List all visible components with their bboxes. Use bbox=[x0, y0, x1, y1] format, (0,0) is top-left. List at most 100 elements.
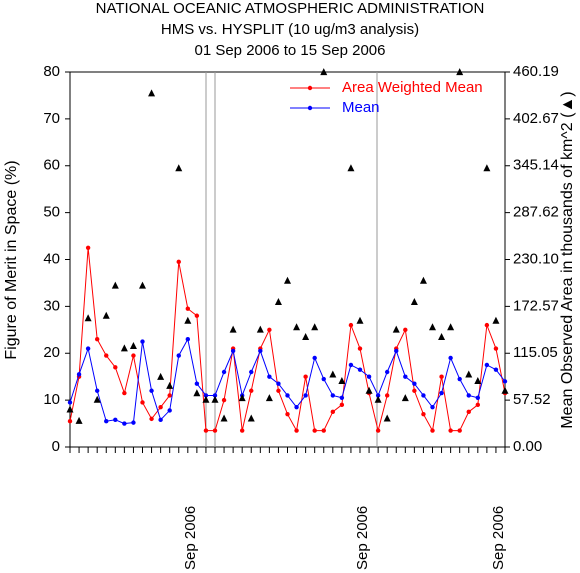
point bbox=[67, 400, 73, 405]
point bbox=[375, 393, 381, 398]
point bbox=[493, 346, 499, 351]
point bbox=[294, 404, 299, 410]
point bbox=[466, 393, 471, 398]
y-tick-label: 60 bbox=[43, 157, 60, 174]
point bbox=[303, 393, 308, 398]
point bbox=[113, 417, 118, 423]
triangle-marker bbox=[84, 314, 92, 322]
point bbox=[194, 313, 200, 318]
triangle-marker bbox=[166, 381, 174, 389]
point bbox=[294, 428, 299, 433]
y2-tick-label: 115.05 bbox=[513, 344, 558, 361]
point bbox=[475, 395, 481, 400]
point bbox=[412, 388, 417, 393]
point bbox=[502, 379, 508, 384]
point bbox=[339, 402, 345, 408]
point bbox=[85, 245, 91, 250]
point bbox=[185, 306, 191, 311]
x-tick-label: Sep 2006 bbox=[354, 506, 371, 570]
y2-tick-label: 172.57 bbox=[513, 297, 559, 314]
triangle-marker bbox=[401, 394, 409, 402]
point bbox=[348, 362, 354, 368]
point bbox=[249, 369, 254, 375]
y-tick-label: 10 bbox=[43, 391, 60, 408]
point bbox=[384, 369, 390, 375]
point bbox=[366, 374, 372, 379]
point bbox=[149, 388, 154, 393]
chart-subtitle: 01 Sep 2006 to 15 Sep 2006 bbox=[194, 42, 385, 59]
triangle-marker bbox=[429, 323, 436, 331]
point bbox=[312, 355, 317, 361]
point bbox=[439, 374, 444, 379]
triangle-marker bbox=[365, 386, 373, 394]
point bbox=[267, 374, 272, 379]
point bbox=[348, 322, 354, 328]
y2-tick-label: 0.00 bbox=[513, 438, 542, 455]
triangle-marker bbox=[238, 394, 246, 402]
point bbox=[493, 367, 499, 372]
y-tick-label: 70 bbox=[43, 110, 60, 127]
triangle-marker bbox=[419, 276, 427, 284]
point bbox=[140, 339, 145, 344]
point bbox=[249, 388, 254, 393]
x-tick-label: Sep 2006 bbox=[182, 506, 199, 570]
y2-tick-label: 460.19 bbox=[513, 63, 559, 80]
point bbox=[466, 409, 471, 415]
point bbox=[484, 322, 490, 328]
y-tick-label: 0 bbox=[52, 438, 60, 455]
point bbox=[158, 404, 163, 410]
point bbox=[167, 408, 172, 413]
point bbox=[384, 393, 390, 398]
triangle-marker bbox=[202, 395, 210, 403]
legend-label: Area Weighted Mean bbox=[342, 79, 483, 96]
point bbox=[430, 428, 435, 433]
point bbox=[176, 353, 181, 358]
triangle-marker bbox=[483, 164, 491, 172]
y-tick-label: 50 bbox=[43, 204, 60, 221]
point bbox=[403, 327, 408, 333]
triangle-marker bbox=[465, 370, 473, 378]
triangle-marker bbox=[274, 297, 282, 305]
series-line bbox=[69, 337, 506, 425]
triangle-marker bbox=[356, 316, 364, 324]
y2-axis-label: Mean Observed Area in thousands of km^2 … bbox=[559, 91, 576, 428]
point bbox=[122, 390, 127, 396]
triangle-marker bbox=[302, 332, 310, 340]
triangle-marker bbox=[111, 281, 119, 289]
triangle-marker bbox=[148, 89, 156, 97]
triangle-marker bbox=[329, 370, 337, 378]
triangle-marker bbox=[229, 325, 237, 333]
point bbox=[131, 353, 136, 358]
point bbox=[122, 421, 127, 426]
triangle-marker bbox=[247, 414, 255, 422]
triangle-marker bbox=[265, 394, 273, 402]
y-tick-label: 80 bbox=[43, 63, 60, 80]
triangle-marker bbox=[456, 68, 464, 76]
point bbox=[457, 376, 462, 382]
point bbox=[149, 416, 154, 422]
legend-label: Mean bbox=[342, 99, 380, 116]
triangle-marker bbox=[139, 281, 146, 289]
point bbox=[276, 388, 281, 393]
legend-marker bbox=[307, 105, 313, 111]
point bbox=[212, 428, 218, 433]
triangle-marker bbox=[129, 341, 137, 349]
point bbox=[448, 355, 453, 361]
y2-tick-label: 230.10 bbox=[513, 250, 559, 267]
triangle-marker bbox=[220, 414, 228, 422]
triangle-marker bbox=[193, 389, 201, 397]
plot-frame bbox=[69, 71, 506, 448]
point bbox=[113, 365, 118, 370]
triangle-marker bbox=[120, 344, 128, 352]
point bbox=[167, 393, 172, 398]
point bbox=[221, 397, 227, 403]
point bbox=[403, 374, 408, 379]
y-tick-label: 40 bbox=[43, 250, 60, 267]
point bbox=[258, 348, 263, 354]
triangle-marker bbox=[293, 323, 301, 331]
y2-tick-label: 57.52 bbox=[513, 391, 551, 408]
point bbox=[203, 393, 209, 398]
triangle-marker bbox=[184, 316, 192, 324]
point bbox=[176, 259, 181, 265]
triangle-marker bbox=[410, 297, 418, 305]
